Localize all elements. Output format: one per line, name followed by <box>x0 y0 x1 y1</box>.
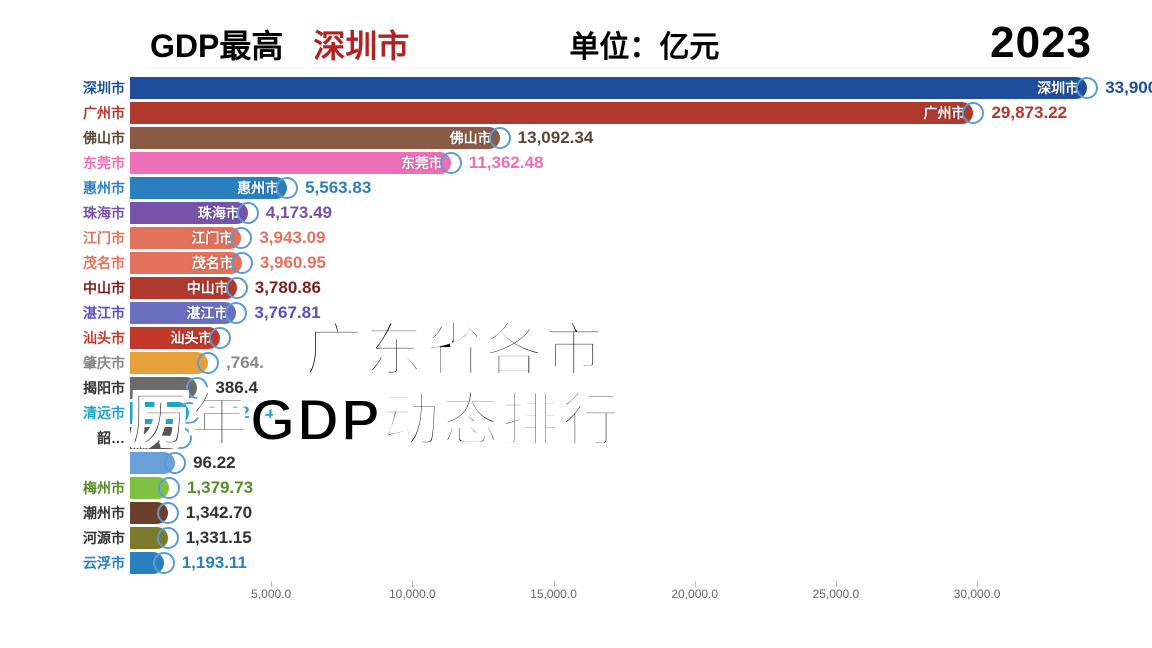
bar-marker-icon <box>440 152 462 174</box>
bar-marker-icon <box>158 477 180 499</box>
bar-inner-label: 东莞市 <box>401 153 443 173</box>
bar-inner-label: 佛山市 <box>450 128 492 148</box>
bar-inner-label: 江门市 <box>191 228 233 248</box>
value-label: 1,379.73 <box>187 479 253 496</box>
y-axis-label: 珠海市 <box>50 206 125 220</box>
value-label: 13,092.34 <box>518 129 594 146</box>
bar-inner-label: 深圳市 <box>1037 78 1079 98</box>
bar <box>130 477 169 499</box>
bar-marker-icon <box>489 127 511 149</box>
bar-marker-icon <box>276 177 298 199</box>
y-axis-label: 惠州市 <box>50 181 125 195</box>
bar-inner-label: 珠海市 <box>198 203 240 223</box>
x-tick-label: 20,000.0 <box>671 587 718 618</box>
overlay-title-line1: 广东省各市 <box>305 318 605 385</box>
bar <box>130 552 164 574</box>
y-axis-label: 汕头市 <box>50 331 125 345</box>
value-label: 96.22 <box>193 454 236 471</box>
bar-marker-icon <box>157 527 179 549</box>
value-label: 5,563.83 <box>305 179 371 196</box>
bar-chart: 深圳市深圳市33,900.60广州市广州市29,873.22佛山市佛山市13,0… <box>130 75 1090 600</box>
y-axis-label: 湛江市 <box>50 306 125 320</box>
chart-header: GDP最高 深圳市 单位：亿元 2023 <box>0 18 1152 68</box>
x-tick-label: 25,000.0 <box>813 587 860 618</box>
bar-inner-label: 湛江市 <box>186 303 228 323</box>
y-axis-label: 广州市 <box>50 106 125 120</box>
y-axis-label: 揭阳市 <box>50 381 125 395</box>
header-label: GDP最高 <box>150 21 283 67</box>
bar-marker-icon <box>1076 77 1098 99</box>
bar <box>130 452 175 474</box>
value-label: 4,173.49 <box>266 204 332 221</box>
bar-inner-label: 中山市 <box>187 278 229 298</box>
bar-marker-icon <box>164 452 186 474</box>
bar: 东莞市 <box>130 152 451 174</box>
y-axis-label: 中山市 <box>50 281 125 295</box>
y-axis-label: 潮州市 <box>50 506 125 520</box>
bar <box>130 352 208 374</box>
bar-marker-icon <box>157 502 179 524</box>
value-label: 11,362.48 <box>469 154 544 171</box>
value-label: 1,342.70 <box>186 504 252 521</box>
y-axis-label: 佛山市 <box>50 131 125 145</box>
x-tick-label: 10,000.0 <box>389 587 436 618</box>
value-label: ,764. <box>226 354 264 371</box>
y-axis-label: 肇庆市 <box>50 356 125 370</box>
bar: 广州市 <box>130 102 973 124</box>
bar-marker-icon <box>962 102 984 124</box>
bar-inner-label: 惠州市 <box>237 178 279 198</box>
bar: 汕头市 <box>130 327 220 349</box>
bar: 惠州市 <box>130 177 287 199</box>
bar <box>130 502 168 524</box>
x-tick-label: 5,000.0 <box>251 587 291 618</box>
x-tick-label: 15,000.0 <box>530 587 577 618</box>
y-axis-label: 清远市 <box>50 406 125 420</box>
x-tick-label: 30,000.0 <box>954 587 1001 618</box>
y-axis-label: 云浮市 <box>50 556 125 570</box>
value-label: 1,193.11 <box>182 554 247 571</box>
y-axis-label: 茂名市 <box>50 256 125 270</box>
y-axis-label: 韶… <box>50 431 125 445</box>
header-unit: 单位：亿元 <box>569 22 719 66</box>
y-axis-label: 江门市 <box>50 231 125 245</box>
bar: 茂名市 <box>130 252 242 274</box>
value-label: 3,943.09 <box>259 229 325 246</box>
bar: 佛山市 <box>130 127 500 149</box>
bar: 江门市 <box>130 227 241 249</box>
bar: 深圳市 <box>130 77 1087 99</box>
y-axis-label: 梅州市 <box>50 481 125 495</box>
bar: 湛江市 <box>130 302 236 324</box>
value-label: 33,900.60 <box>1105 79 1152 96</box>
value-label: 3,960.95 <box>260 254 326 271</box>
value-label: 29,873.22 <box>991 104 1067 121</box>
bar-marker-icon <box>237 202 259 224</box>
bar-marker-icon <box>225 302 247 324</box>
y-axis-label: 东莞市 <box>50 156 125 170</box>
bar-inner-label: 汕头市 <box>170 328 212 348</box>
bar-marker-icon <box>230 227 252 249</box>
header-top-city: 深圳市 <box>313 21 409 67</box>
value-label: 3,780.86 <box>255 279 321 296</box>
bar: 珠海市 <box>130 202 248 224</box>
bar-marker-icon <box>153 552 175 574</box>
bar <box>130 527 168 549</box>
header-year: 2023 <box>990 18 1092 68</box>
bar-marker-icon <box>209 327 231 349</box>
bar: 中山市 <box>130 277 237 299</box>
value-label: 1,331.15 <box>186 529 252 546</box>
bar-marker-icon <box>226 277 248 299</box>
bar-inner-label: 广州市 <box>923 103 965 123</box>
y-axis-label: 河源市 <box>50 531 125 545</box>
bar-inner-label: 茂名市 <box>192 253 234 273</box>
bar-marker-icon <box>231 252 253 274</box>
y-axis-label: 深圳市 <box>50 81 125 95</box>
bar-marker-icon <box>197 352 219 374</box>
overlay-title-line2: 历年GDP动态排行 <box>130 388 622 455</box>
